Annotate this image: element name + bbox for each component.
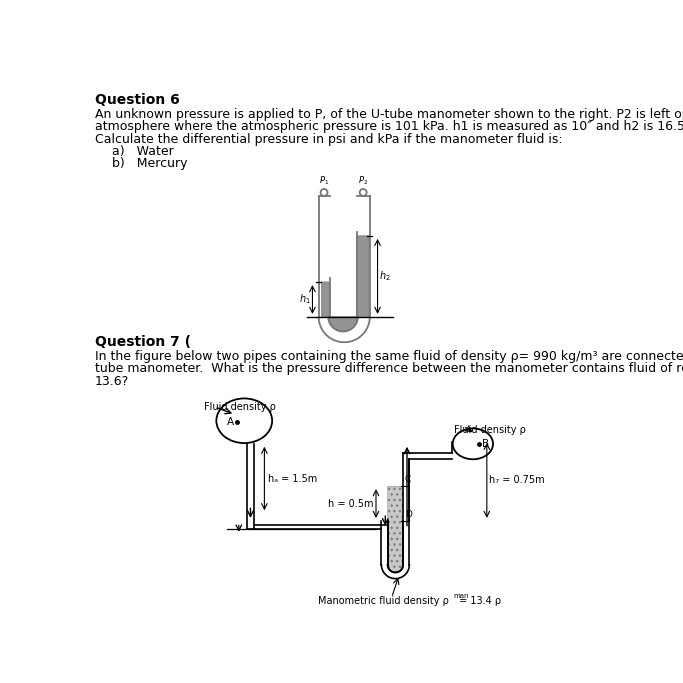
Text: = 13.4 ρ: = 13.4 ρ: [456, 596, 501, 607]
Text: B: B: [482, 439, 489, 449]
Text: C: C: [404, 475, 411, 484]
Text: Question 7 (: Question 7 (: [95, 335, 191, 348]
Text: h = 0.5m: h = 0.5m: [328, 499, 374, 509]
Polygon shape: [322, 236, 369, 331]
Text: Manometric fluid density ρ: Manometric fluid density ρ: [318, 596, 449, 607]
Text: An unknown pressure is applied to P, of the U-tube manometer shown to the right.: An unknown pressure is applied to P, of …: [95, 108, 683, 121]
Text: h₇ = 0.75m: h₇ = 0.75m: [489, 475, 545, 486]
Text: $h_1$: $h_1$: [299, 292, 311, 307]
Text: Calculate the differential pressure in psi and kPa if the manometer fluid is:: Calculate the differential pressure in p…: [95, 133, 562, 145]
Text: $P_1$: $P_1$: [319, 174, 329, 186]
Text: D: D: [404, 510, 412, 518]
Text: 13.6?: 13.6?: [95, 374, 129, 387]
Text: Question 6: Question 6: [95, 93, 180, 107]
Text: Fluid density ρ: Fluid density ρ: [454, 425, 525, 434]
Polygon shape: [388, 486, 403, 572]
Text: b)   Mercury: b) Mercury: [113, 157, 188, 171]
Ellipse shape: [217, 398, 272, 443]
Text: atmosphere where the atmospheric pressure is 101 kPa. h1 is measured as 10″ and : atmosphere where the atmospheric pressur…: [95, 120, 683, 133]
Ellipse shape: [453, 428, 493, 459]
Text: tube manometer.  What is the pressure difference between the manometer contains : tube manometer. What is the pressure dif…: [95, 362, 683, 375]
Text: $P_2$: $P_2$: [358, 174, 368, 186]
Circle shape: [320, 189, 328, 196]
Text: A: A: [227, 417, 234, 428]
Text: a)   Water: a) Water: [113, 145, 174, 158]
Text: Fluid density ρ: Fluid density ρ: [204, 402, 276, 413]
Circle shape: [360, 189, 367, 196]
Text: In the figure below two pipes containing the same fluid of density ρ= 990 kg/m³ : In the figure below two pipes containing…: [95, 350, 683, 363]
Text: hₐ = 1.5m: hₐ = 1.5m: [268, 473, 317, 484]
Text: $h_2$: $h_2$: [379, 270, 391, 283]
Text: man: man: [454, 594, 469, 599]
